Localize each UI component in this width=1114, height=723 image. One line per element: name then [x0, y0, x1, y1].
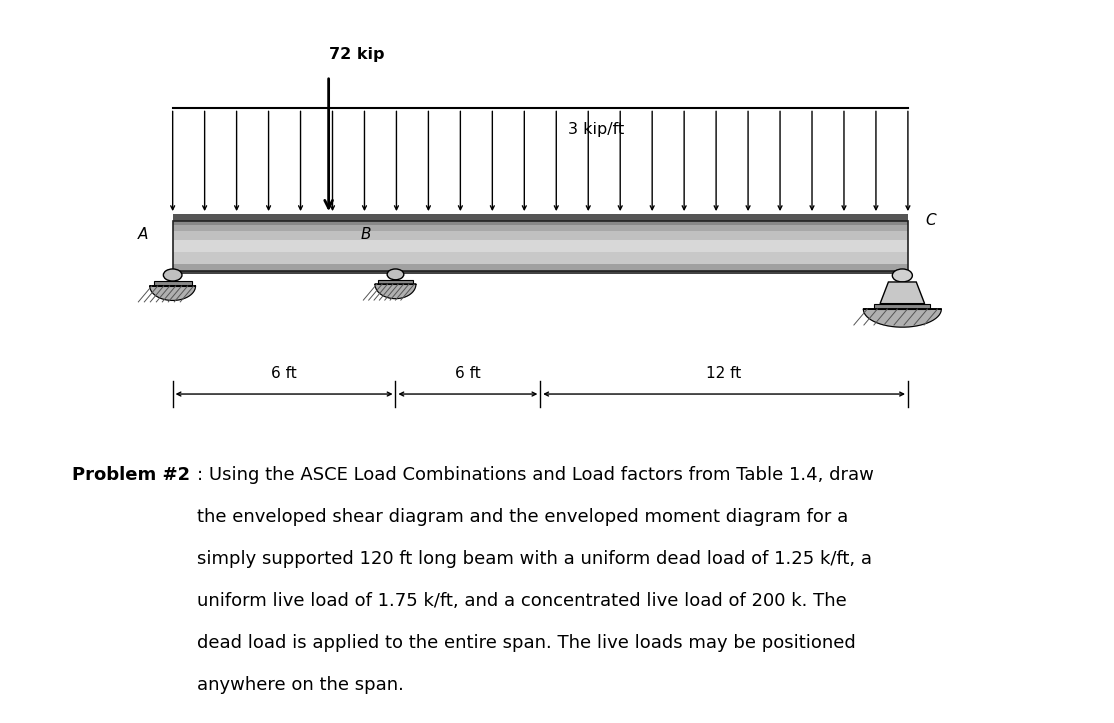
Text: 72 kip: 72 kip — [329, 47, 384, 61]
Polygon shape — [173, 221, 908, 225]
Text: simply supported 120 ft long beam with a uniform dead load of 1.25 k/ft, a: simply supported 120 ft long beam with a… — [197, 550, 872, 568]
Polygon shape — [173, 271, 908, 274]
Polygon shape — [375, 284, 416, 299]
Polygon shape — [173, 221, 908, 226]
Polygon shape — [379, 280, 412, 284]
Polygon shape — [173, 252, 908, 264]
Polygon shape — [154, 281, 192, 286]
Circle shape — [164, 269, 182, 281]
Text: B: B — [360, 228, 371, 242]
Text: dead load is applied to the entire span. The live loads may be positioned: dead load is applied to the entire span.… — [197, 634, 856, 652]
Text: : Using the ASCE Load Combinations and Load factors from Table 1.4, draw: : Using the ASCE Load Combinations and L… — [197, 466, 874, 484]
Text: uniform live load of 1.75 k/ft, and a concentrated live load of 200 k. The: uniform live load of 1.75 k/ft, and a co… — [197, 592, 847, 610]
Polygon shape — [173, 214, 908, 221]
Polygon shape — [173, 240, 908, 252]
Text: anywhere on the span.: anywhere on the span. — [197, 676, 404, 694]
Polygon shape — [863, 309, 941, 327]
Circle shape — [388, 269, 403, 280]
Text: 12 ft: 12 ft — [706, 367, 742, 381]
Polygon shape — [880, 282, 925, 304]
Text: the enveloped shear diagram and the enveloped moment diagram for a: the enveloped shear diagram and the enve… — [197, 508, 849, 526]
Text: 3 kip/ft: 3 kip/ft — [568, 122, 624, 137]
Polygon shape — [173, 264, 908, 271]
Text: Problem #2: Problem #2 — [72, 466, 190, 484]
Polygon shape — [874, 304, 930, 309]
Text: C: C — [925, 213, 936, 228]
Polygon shape — [173, 231, 908, 240]
Text: 6 ft: 6 ft — [271, 367, 297, 381]
Text: A: A — [137, 228, 148, 242]
Circle shape — [892, 269, 912, 282]
Text: 6 ft: 6 ft — [455, 367, 481, 381]
Polygon shape — [173, 225, 908, 231]
Polygon shape — [149, 286, 196, 301]
